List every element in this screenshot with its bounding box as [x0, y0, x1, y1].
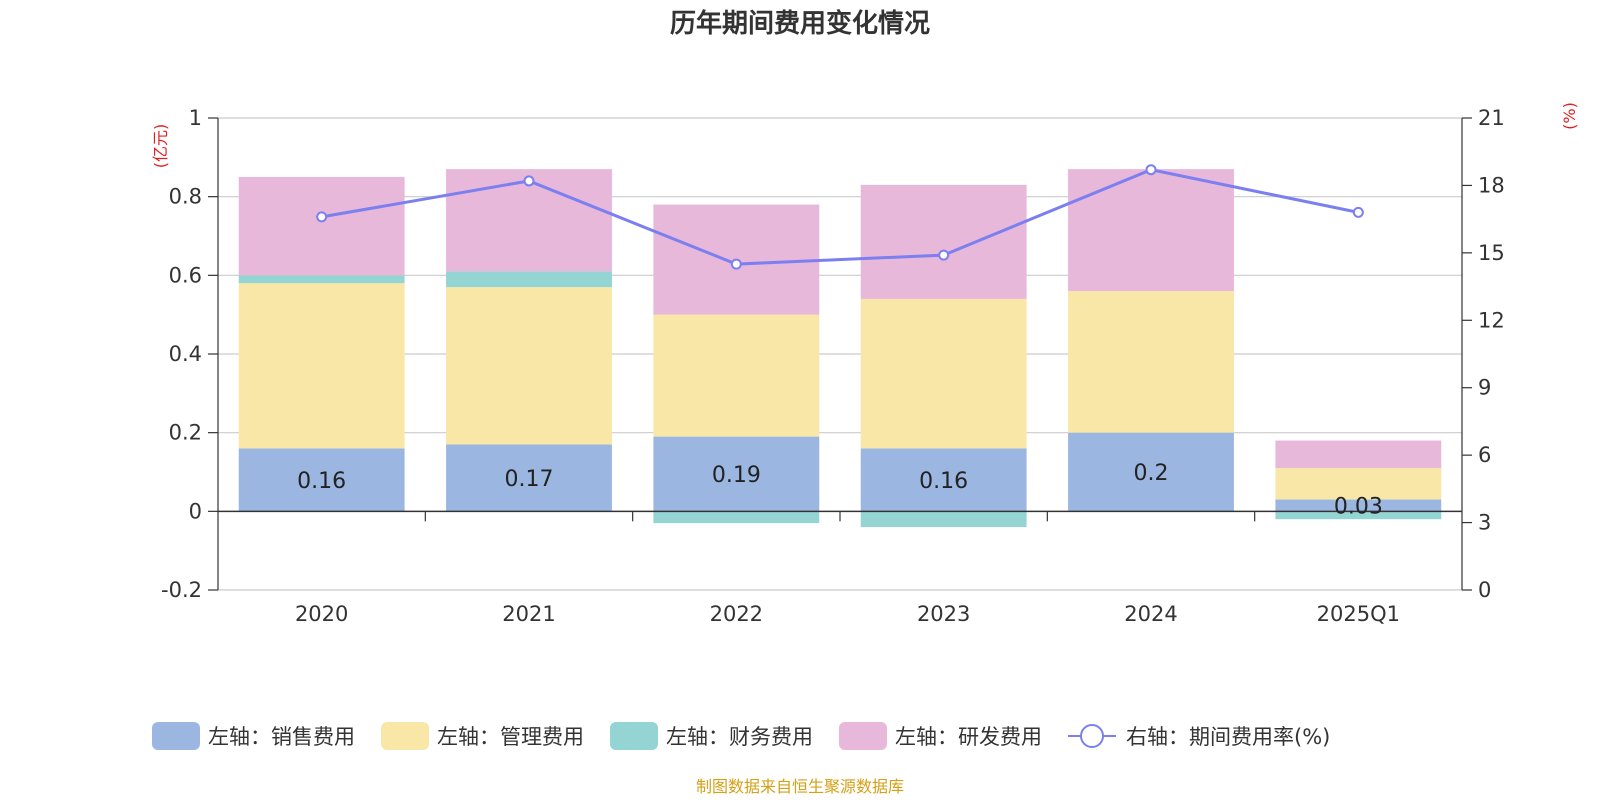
bar-segment — [1275, 499, 1442, 512]
data-label: 0.19 — [712, 463, 761, 488]
bar-segment — [1275, 468, 1442, 500]
bar-segment — [1275, 511, 1442, 520]
legend-swatch — [839, 722, 887, 750]
left-axis-unit-label: (亿元) — [151, 124, 170, 169]
bar-segment — [238, 177, 405, 276]
chart-title: 历年期间费用变化情况 — [670, 8, 930, 39]
data-label: 0.2 — [1134, 461, 1169, 486]
data-labels: 0.16 0.17 0.19 0.16 0.2 0.03 — [297, 461, 1383, 519]
x-tick-label: 2020 — [295, 602, 348, 626]
right-tick-label: 15 — [1478, 241, 1505, 265]
bar-segment — [653, 314, 820, 437]
legend-line-marker — [1080, 724, 1104, 748]
line-point — [1145, 164, 1157, 176]
left-tick-label: 0.8 — [169, 185, 202, 209]
x-tick-label: 2023 — [917, 602, 970, 626]
bar-segment — [238, 448, 405, 512]
grid-lines — [218, 117, 1462, 591]
right-tick-label: 0 — [1478, 578, 1491, 602]
bar-segment — [446, 287, 612, 445]
left-tick-label: 0.4 — [169, 342, 202, 366]
bar-segment — [1068, 291, 1234, 433]
bar-segment — [238, 275, 405, 284]
legend-label: 左轴：管理费用 — [437, 725, 584, 749]
expense-rate-polyline — [321, 168, 1359, 266]
source-note: 制图数据来自恒生聚源数据库 — [696, 777, 904, 796]
data-label: 0.16 — [919, 469, 968, 494]
right-tick-label: 6 — [1478, 443, 1491, 467]
axes: -0.2 0 0.2 0.4 0.6 0.8 1 0 3 6 9 12 15 18 21 2020 2021 20… — [161, 106, 1505, 626]
left-tick-label: 0.2 — [169, 421, 202, 445]
right-tick-label: 9 — [1478, 376, 1491, 400]
line-point — [316, 211, 328, 223]
right-tick-label: 18 — [1478, 173, 1505, 197]
legend-swatch — [381, 722, 429, 750]
bar-segment — [1275, 440, 1442, 469]
x-tick-label: 2021 — [502, 602, 555, 626]
line-point — [523, 175, 535, 187]
legend: 左轴：销售费用 左轴：管理费用 左轴：财务费用 左轴：研发费用 右轴：期间费用率(%) — [152, 722, 1330, 750]
bar-segment — [238, 283, 405, 449]
data-label: 0.17 — [505, 467, 554, 492]
legend-swatch — [152, 722, 200, 750]
line-point — [1352, 206, 1364, 218]
data-label: 0.03 — [1334, 494, 1383, 519]
bar-segment — [860, 448, 1027, 512]
x-tick-label: 2024 — [1124, 602, 1177, 626]
bar-segment — [860, 511, 1027, 528]
right-tick-label: 12 — [1478, 308, 1505, 332]
bar-segment — [653, 511, 820, 524]
bar-segment — [446, 271, 612, 288]
data-label: 0.16 — [297, 469, 346, 494]
x-tick-label: 2025Q1 — [1317, 602, 1400, 626]
left-tick-label: 0.6 — [169, 263, 202, 287]
right-tick-label: 21 — [1478, 106, 1505, 130]
legend-label: 左轴：销售费用 — [208, 725, 355, 749]
right-axis-unit-label: (%) — [1560, 102, 1579, 130]
bar-segment — [1068, 169, 1234, 292]
left-tick-label: 0 — [189, 499, 202, 523]
bar-segment — [860, 184, 1027, 299]
bar-segment — [1068, 432, 1234, 512]
right-tick-label: 3 — [1478, 511, 1491, 535]
legend-swatch — [610, 722, 658, 750]
x-tick-label: 2022 — [710, 602, 763, 626]
left-tick-label: 1 — [189, 106, 202, 130]
bar-segment — [860, 298, 1027, 449]
expense-rate-line — [316, 164, 1364, 270]
line-point — [730, 258, 742, 270]
bar-segment — [653, 436, 820, 512]
legend-label: 左轴：财务费用 — [666, 725, 813, 749]
left-tick-label: -0.2 — [161, 578, 202, 602]
bars — [238, 169, 1442, 528]
legend-label: 右轴：期间费用率(%) — [1126, 725, 1330, 749]
line-point — [938, 249, 950, 261]
legend-label: 左轴：研发费用 — [895, 725, 1042, 749]
bar-segment — [446, 444, 612, 512]
